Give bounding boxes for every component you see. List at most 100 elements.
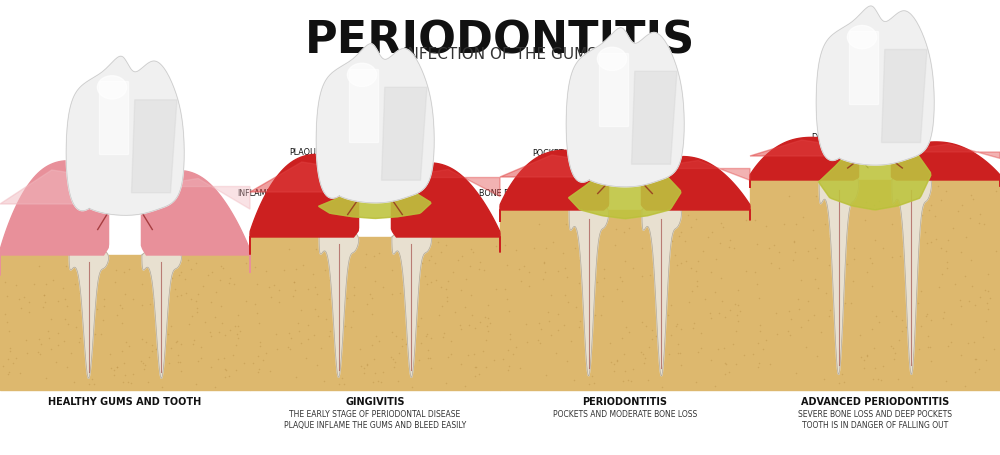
- Point: [154, 383, 170, 390]
- Point: [190, 290, 206, 298]
- Point: [230, 334, 246, 341]
- Point: [862, 254, 878, 262]
- Point: [864, 259, 880, 267]
- Point: [414, 238, 430, 245]
- Point: [892, 253, 908, 260]
- Point: [137, 362, 153, 369]
- Point: [540, 308, 556, 315]
- Point: [531, 221, 547, 228]
- Point: [77, 254, 93, 262]
- Point: [596, 274, 612, 282]
- Point: [516, 262, 532, 269]
- Point: [976, 221, 992, 228]
- Point: [884, 308, 900, 315]
- Point: [617, 367, 633, 374]
- Point: [185, 340, 201, 347]
- Point: [928, 235, 944, 243]
- Point: [762, 361, 778, 368]
- Point: [59, 302, 75, 309]
- Point: [63, 349, 79, 356]
- Point: [680, 212, 696, 219]
- Point: [409, 289, 425, 296]
- Point: [269, 345, 285, 352]
- Point: [482, 319, 498, 327]
- Point: [207, 383, 223, 390]
- Point: [200, 272, 216, 279]
- Point: [602, 339, 618, 346]
- Point: [180, 256, 196, 263]
- Point: [375, 368, 391, 375]
- Point: [334, 374, 350, 381]
- Point: [865, 376, 881, 383]
- Point: [117, 290, 133, 298]
- Point: [443, 351, 459, 358]
- Point: [644, 326, 660, 334]
- Polygon shape: [250, 154, 359, 254]
- Polygon shape: [569, 201, 609, 376]
- Point: [543, 292, 559, 299]
- Point: [358, 250, 374, 258]
- Polygon shape: [641, 157, 750, 220]
- Point: [135, 359, 151, 366]
- Point: [423, 252, 439, 259]
- Point: [550, 268, 566, 275]
- Point: [121, 343, 137, 350]
- Point: [121, 266, 137, 273]
- Point: [968, 356, 984, 363]
- Point: [368, 332, 384, 339]
- Point: [747, 217, 763, 224]
- Point: [258, 268, 274, 275]
- Point: [419, 280, 435, 287]
- Point: [423, 278, 439, 286]
- Point: [614, 278, 630, 285]
- Point: [72, 334, 88, 342]
- Point: [427, 260, 443, 267]
- Point: [978, 356, 994, 363]
- Point: [210, 355, 226, 363]
- Point: [988, 248, 1000, 255]
- Point: [421, 256, 437, 263]
- Point: [721, 243, 737, 251]
- Point: [418, 332, 434, 339]
- Point: [12, 369, 28, 376]
- Point: [810, 284, 826, 292]
- Point: [511, 265, 527, 272]
- Point: [168, 339, 184, 346]
- Ellipse shape: [847, 25, 877, 49]
- Point: [466, 351, 482, 358]
- Point: [178, 290, 194, 297]
- Point: [43, 315, 59, 323]
- Point: [536, 259, 552, 267]
- Point: [276, 266, 292, 273]
- Point: [700, 233, 716, 240]
- Point: [453, 286, 469, 293]
- Point: [964, 283, 980, 290]
- Point: [440, 354, 456, 361]
- Point: [730, 317, 746, 324]
- Point: [856, 364, 872, 372]
- Point: [839, 260, 855, 268]
- Point: [710, 346, 726, 353]
- Point: [11, 296, 27, 303]
- Point: [616, 350, 632, 358]
- Point: [961, 297, 977, 304]
- Point: [8, 282, 24, 289]
- Point: [35, 303, 51, 310]
- Point: [394, 343, 410, 350]
- Point: [559, 274, 575, 281]
- Point: [2, 348, 18, 355]
- Point: [488, 242, 504, 249]
- Point: [438, 242, 454, 249]
- Point: [670, 340, 686, 347]
- Point: [864, 283, 880, 290]
- Point: [324, 270, 340, 277]
- Point: [404, 383, 420, 390]
- Point: [800, 298, 816, 305]
- Point: [41, 334, 57, 341]
- Point: [443, 338, 459, 345]
- Point: [596, 219, 612, 226]
- Point: [384, 266, 400, 273]
- Point: [836, 379, 852, 386]
- Polygon shape: [69, 248, 109, 378]
- Point: [109, 364, 125, 371]
